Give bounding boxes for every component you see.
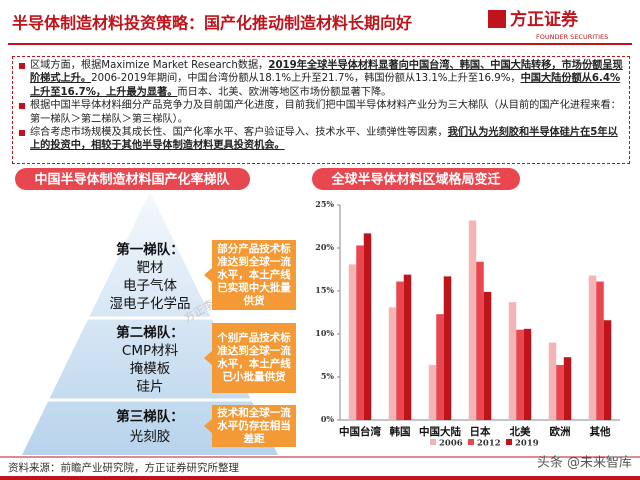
bullet-text: 我们认为光刻胶和半导体硅片在5年以上的投资中，相较于其他半导体制造材料更具投资机… xyxy=(30,127,618,152)
bar xyxy=(468,220,477,420)
y-tick-label: 5% xyxy=(321,371,335,381)
y-tick-label: 15% xyxy=(315,285,334,295)
y-tick-label: 25% xyxy=(315,199,334,209)
bullet-box: 区域方面，根据Maximize Market Research数据，2019年全… xyxy=(12,56,630,164)
bullet: 根据中国半导体材料细分产品竞争力及目前国产化进度，目前我们把中国半导体材料产业分… xyxy=(19,99,623,126)
bullet-text: 根据中国半导体材料细分产品竞争力及目前国产化进度，目前我们把中国半导体材料产业分… xyxy=(30,100,621,125)
legend-swatch xyxy=(468,439,474,445)
bar xyxy=(363,233,372,420)
bullet-text: 而日本、北美、欧洲等地区市场份额显著下降。 xyxy=(177,86,392,98)
bar xyxy=(388,307,397,420)
bar xyxy=(348,264,357,420)
bar xyxy=(356,245,364,420)
x-tick-label: 韩国 xyxy=(390,425,411,438)
watermark: 头条 @未来智库 xyxy=(537,455,632,471)
bar xyxy=(443,276,452,420)
source: 资料来源：前瞻产业研究院，方正证券研究所整理 xyxy=(8,461,239,474)
legend-swatch xyxy=(506,439,512,445)
bar xyxy=(516,329,524,420)
legend-swatch xyxy=(430,439,436,445)
y-tick-label: 0% xyxy=(321,414,335,424)
legend-label: 2012 xyxy=(477,439,501,449)
bullet: 综合考虑市场规模及其成长性、国产化率水平、客户验证导入、技术水平、业绩弹性等因素… xyxy=(19,126,623,153)
y-tick-label: 10% xyxy=(315,328,334,338)
tier-item: 光刻胶 xyxy=(130,428,171,445)
logo-icon xyxy=(488,10,506,28)
bar xyxy=(476,261,484,420)
bar xyxy=(548,342,557,420)
x-tick-label: 欧洲 xyxy=(550,425,571,438)
bullet-text: 综合考虑市场规模及其成长性、国产化率水平、客户验证导入、技术水平、业绩弹性等因素… xyxy=(30,127,448,139)
bar xyxy=(556,364,564,420)
tier-title: 第三梯队： xyxy=(116,408,184,425)
tier-title: 第一梯队： xyxy=(116,241,184,258)
tier-item: CMP材料 xyxy=(122,343,179,359)
section-title: 中国半导体制造材料国产化率梯队 xyxy=(34,172,230,188)
section-banner xyxy=(15,168,250,190)
note-arrow xyxy=(204,351,212,365)
bar xyxy=(596,281,604,420)
x-tick-label: 其他 xyxy=(590,425,611,438)
bar xyxy=(603,320,612,420)
bullet-text: 中国大陆份额从6.4%上升至16.7%，上升最为显著。 xyxy=(30,73,621,98)
footer-bar xyxy=(0,476,640,480)
tier-note: 技术和全球一流水平仍存在相当差距 xyxy=(212,405,296,447)
page-title: 半导体制造材料投资策略：国产化推动制造材料长期向好 xyxy=(12,14,412,33)
legend-label: 2019 xyxy=(515,439,539,449)
y-tick-label: 20% xyxy=(315,242,334,252)
bar xyxy=(396,281,404,420)
bullet-text: 2019年全球半导体材料显著向中国台湾、韩国、中国大陆转移，市场份额呈现阶梯式上… xyxy=(30,60,623,85)
bar xyxy=(523,328,532,420)
bar xyxy=(483,291,492,420)
tier-title: 第二梯队： xyxy=(116,324,184,341)
logo: 方正证券 xyxy=(510,9,579,30)
legend-label: 2006 xyxy=(439,439,463,449)
tier-note: 部分产品技术标准达到全球一流水平，本土产线已实现中大批量供货 xyxy=(212,240,296,310)
x-tick-label: 中国大陆 xyxy=(419,425,461,438)
x-tick-label: 北美 xyxy=(510,425,531,438)
tier-note: 个别产品技术标准达到全球一流水平，本土产线已小批量供货 xyxy=(212,323,296,393)
bullet-text: 2006-2019年期间，中国台湾份额从18.1%上升至21.7%，韩国份额从1… xyxy=(91,73,521,85)
bar xyxy=(403,274,412,420)
x-tick-label: 中国台湾 xyxy=(339,425,381,438)
tier-item: 掩模板 xyxy=(130,361,171,377)
logo-en: FOUNDER SECURITIES xyxy=(536,33,608,41)
note-arrow xyxy=(204,419,212,433)
tier-item: 湿电子化学品 xyxy=(110,296,191,312)
bar xyxy=(428,364,437,420)
bar xyxy=(588,275,597,420)
tier-item: 硅片 xyxy=(137,379,164,395)
bullet: 区域方面，根据Maximize Market Research数据，2019年全… xyxy=(19,59,623,99)
note-arrow xyxy=(204,268,212,282)
bullet-text: 区域方面，根据Maximize Market Research数据， xyxy=(30,60,269,71)
bar xyxy=(436,314,444,420)
chart-title: 全球半导体材料区域格局变迁 xyxy=(330,172,500,188)
bar xyxy=(508,302,517,420)
x-tick-label: 日本 xyxy=(470,425,491,438)
tier-item: 电子气体 xyxy=(123,278,177,294)
section-banner xyxy=(312,168,520,190)
tier-item: 靶材 xyxy=(137,260,164,276)
bar xyxy=(563,357,572,420)
